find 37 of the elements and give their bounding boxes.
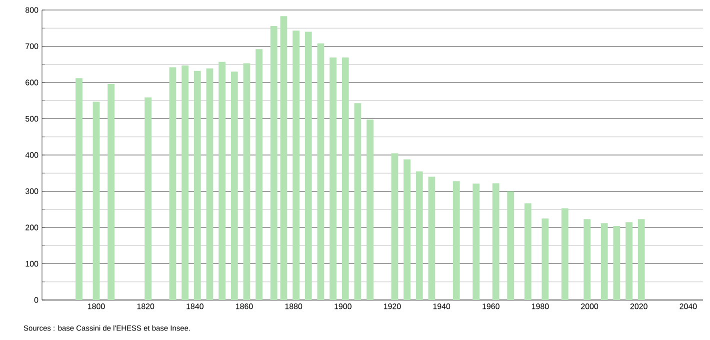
bar (206, 68, 214, 300)
bar (524, 203, 532, 300)
bar (391, 153, 398, 300)
bar (304, 32, 312, 300)
bar (542, 218, 549, 300)
bar (256, 49, 262, 300)
bar (108, 84, 115, 300)
bar (330, 57, 336, 300)
bar (626, 222, 632, 300)
bar (230, 72, 238, 300)
bar (452, 181, 460, 300)
bar (280, 16, 288, 300)
bar (416, 171, 423, 300)
bar (243, 63, 250, 300)
bar (218, 62, 226, 300)
bar (292, 30, 300, 300)
bar (194, 70, 201, 300)
bar (76, 78, 82, 300)
bar (600, 223, 608, 300)
bar (472, 184, 480, 300)
bar (354, 103, 362, 300)
bar (92, 102, 100, 300)
bar (169, 67, 176, 300)
bar (366, 119, 374, 300)
bar (342, 57, 349, 300)
bar (613, 226, 620, 300)
bar (317, 43, 324, 300)
bar (584, 219, 591, 300)
bar (638, 219, 645, 300)
bar (404, 159, 410, 300)
bar (182, 65, 189, 300)
bar (144, 97, 152, 300)
bar (270, 26, 278, 300)
bar (428, 176, 436, 300)
bar (561, 208, 568, 300)
bar (507, 191, 514, 300)
bar (492, 183, 500, 300)
